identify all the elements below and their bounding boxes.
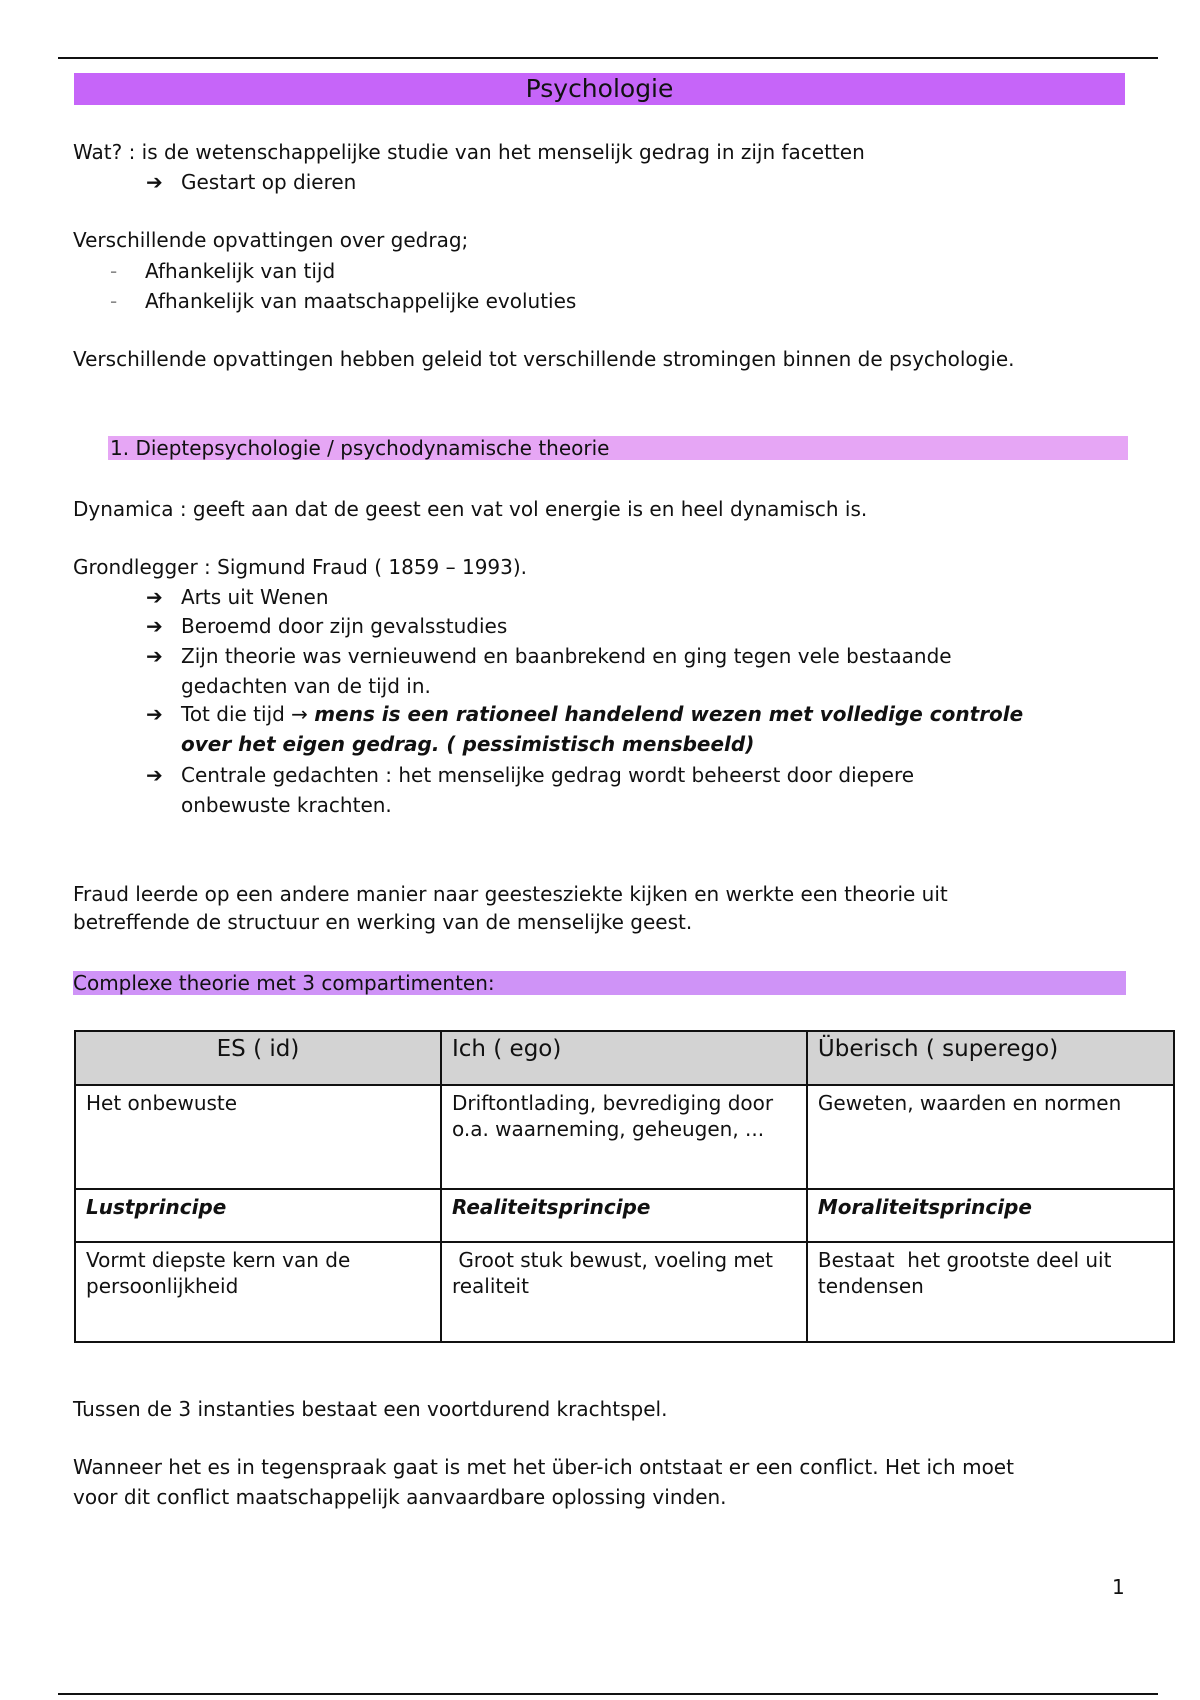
point-item-cont: onbewuste krachten. (181, 793, 392, 817)
page-title: Psychologie (74, 73, 1125, 105)
founder-text: Grondlegger : Sigmund Fraud ( 1859 – 199… (73, 555, 528, 579)
table-cell: Geweten, waarden en normen (805, 1084, 1176, 1190)
table-row: Lustprincipe Realiteitsprincipe Moralite… (74, 1188, 1176, 1243)
bullet-item: Afhankelijk van maatschappelijke evoluti… (145, 289, 577, 313)
point-emphasis-cont: over het eigen gedrag. ( pessimistisch m… (181, 732, 755, 756)
fraud-paragraph-cont: betreffende de structuur en werking van … (73, 910, 693, 934)
table-cell: Moraliteitsprincipe (805, 1188, 1176, 1243)
point-item: Centrale gedachten : het menselijke gedr… (181, 763, 915, 787)
point-item: Beroemd door zijn gevalsstudies (181, 614, 508, 638)
page-number: 1 (1112, 1575, 1125, 1599)
table-header-row: ES ( id) Ich ( ego) Überisch ( superego) (74, 1030, 1176, 1086)
point-item: Arts uit Wenen (181, 585, 329, 609)
header-ich: Ich ( ego) (439, 1030, 808, 1086)
complex-heading-text: Complexe theorie met 3 compartimenten: (73, 971, 495, 995)
conflict-text: Wanneer het es in tegenspraak gaat is me… (73, 1455, 1014, 1479)
compartments-table: ES ( id) Ich ( ego) Überisch ( superego)… (74, 1030, 1176, 1343)
point-item: Tot die tijd → mens is een rationeel han… (181, 700, 1023, 728)
header-rule (58, 57, 1158, 59)
header-es: ES ( id) (74, 1030, 442, 1086)
table-cell: Driftontlading, bevrediging door o.a. wa… (439, 1084, 808, 1190)
table-cell: Lustprincipe (74, 1188, 442, 1243)
conflict-text-cont: voor dit conflict maatschappelijk aanvaa… (73, 1485, 727, 1509)
arrow-item: Gestart op dieren (181, 170, 357, 194)
header-uberich: Überisch ( superego) (805, 1030, 1176, 1086)
arrow-icon: ➔ (146, 170, 163, 194)
footer-rule (58, 1693, 1158, 1695)
krachtspel-text: Tussen de 3 instanties bestaat een voort… (73, 1397, 668, 1421)
views-heading: Verschillende opvattingen over gedrag; (73, 228, 469, 252)
arrow-icon: ➔ (146, 585, 163, 609)
section-heading: 1. Dieptepsychologie / psychodynamische … (108, 436, 1128, 460)
complex-heading: Complexe theorie met 3 compartimenten: (73, 971, 1126, 995)
table-cell: Bestaat het grootste deel uit tendensen (805, 1241, 1176, 1343)
dash-bullet-icon: - (110, 259, 118, 283)
table-cell: Vormt diepste kern van de persoonlijkhei… (74, 1241, 442, 1343)
arrow-icon: ➔ (146, 702, 163, 726)
fraud-paragraph: Fraud leerde op een andere manier naar g… (73, 882, 948, 906)
definition-text: Wat? : is de wetenschappelijke studie va… (73, 140, 865, 164)
dynamica-text: Dynamica : geeft aan dat de geest een va… (73, 497, 868, 521)
conclusion-text: Verschillende opvattingen hebben geleid … (73, 347, 1015, 371)
table-row: Het onbewuste Driftontlading, bevredigin… (74, 1084, 1176, 1190)
dash-bullet-icon: - (110, 289, 118, 313)
section-heading-text: 1. Dieptepsychologie / psychodynamische … (110, 436, 610, 460)
table-row: Vormt diepste kern van de persoonlijkhei… (74, 1241, 1176, 1343)
arrow-icon: ➔ (146, 614, 163, 638)
point-prefix: Tot die tijd → (181, 702, 315, 726)
arrow-icon: ➔ (146, 763, 163, 787)
table-cell: Het onbewuste (74, 1084, 442, 1190)
arrow-icon: ➔ (146, 644, 163, 668)
point-item-cont: gedachten van de tijd in. (181, 674, 431, 698)
table-cell: Realiteitsprincipe (439, 1188, 808, 1243)
point-item: Zijn theorie was vernieuwend en baanbrek… (181, 644, 952, 668)
point-emphasis: mens is een rationeel handelend wezen me… (314, 702, 1024, 726)
bullet-item: Afhankelijk van tijd (145, 259, 336, 283)
table-cell: Groot stuk bewust, voeling met realiteit (439, 1241, 808, 1343)
